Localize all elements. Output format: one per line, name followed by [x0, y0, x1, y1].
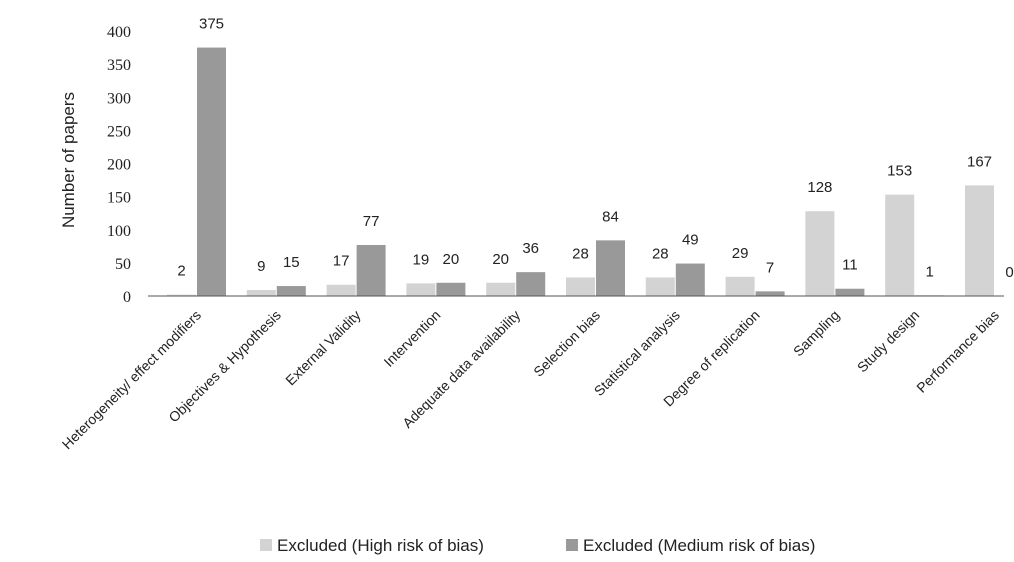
data-label: 15 — [283, 254, 300, 271]
data-label: 1 — [926, 263, 934, 280]
bar — [326, 284, 356, 296]
data-label: 2 — [177, 263, 185, 280]
bar — [276, 286, 306, 296]
y-tick-label: 100 — [107, 223, 131, 240]
bar — [197, 47, 226, 296]
y-axis: 0 50 100 150 200 250 300 350 400 — [107, 24, 131, 306]
data-label: 29 — [732, 245, 749, 262]
data-label: 84 — [602, 208, 619, 225]
y-tick-label: 200 — [107, 157, 131, 174]
x-tick-label: External Validity — [282, 307, 364, 389]
x-tick-label: Statistical analysis — [591, 307, 683, 399]
data-label: 128 — [807, 179, 832, 196]
x-axis-ticks: Heterogeneity/ effect modifiersObjective… — [59, 307, 1002, 452]
legend-label: Excluded (Medium risk of bias) — [583, 536, 815, 555]
x-tick-label: Sampling — [790, 307, 843, 360]
x-tick-label: Intervention — [380, 307, 443, 370]
x-tick-label: Selection bias — [530, 307, 603, 380]
y-tick-label: 0 — [123, 289, 131, 306]
legend-swatch — [260, 539, 272, 551]
bar — [755, 291, 785, 296]
bar — [406, 283, 436, 296]
bar — [356, 244, 386, 296]
y-tick-label: 400 — [107, 24, 131, 41]
bar — [645, 277, 675, 296]
bar — [436, 282, 466, 296]
bar — [965, 185, 994, 296]
data-label: 49 — [682, 232, 699, 249]
data-labels: 2 375 9 15 17 77 19 20 20 36 28 84 28 49 29 7 128 11 153 1 1… — [177, 16, 1013, 281]
data-label: 9 — [257, 258, 265, 275]
bar — [805, 211, 835, 296]
x-tick-label: Study design — [854, 307, 923, 376]
data-label: 77 — [363, 213, 380, 230]
x-tick-label: Performance bias — [913, 307, 1002, 396]
data-label: 17 — [333, 253, 350, 270]
bar — [885, 194, 915, 296]
bar — [246, 290, 276, 296]
bar — [725, 276, 755, 296]
data-label: 36 — [522, 240, 539, 257]
legend-swatch — [566, 539, 578, 551]
y-tick-label: 250 — [107, 123, 131, 140]
legend: Excluded (High risk of bias) Excluded (Me… — [260, 536, 815, 555]
data-label: 7 — [766, 259, 774, 276]
y-axis-label: Number of papers — [59, 92, 78, 228]
bars — [167, 47, 994, 296]
data-label: 167 — [967, 153, 992, 170]
bar — [486, 282, 516, 296]
legend-label: Excluded (High risk of bias) — [277, 536, 484, 555]
data-label: 19 — [413, 251, 430, 268]
data-label: 153 — [887, 163, 912, 180]
bar — [675, 263, 705, 296]
data-label: 20 — [443, 251, 460, 268]
data-label: 375 — [199, 16, 224, 33]
y-tick-label: 350 — [107, 57, 131, 74]
data-label: 20 — [492, 251, 509, 268]
x-tick-label: Heterogeneity/ effect modifiers — [59, 307, 204, 452]
data-label: 0 — [1005, 264, 1013, 281]
data-label: 28 — [652, 245, 669, 262]
y-tick-label: 50 — [115, 256, 131, 273]
bar — [516, 272, 546, 296]
bar — [566, 277, 595, 296]
data-label: 11 — [842, 257, 858, 274]
bar — [596, 240, 625, 296]
y-tick-label: 150 — [107, 190, 131, 207]
bar — [835, 288, 865, 296]
bar — [167, 294, 196, 296]
data-label: 28 — [572, 245, 589, 262]
y-tick-label: 300 — [107, 90, 131, 107]
